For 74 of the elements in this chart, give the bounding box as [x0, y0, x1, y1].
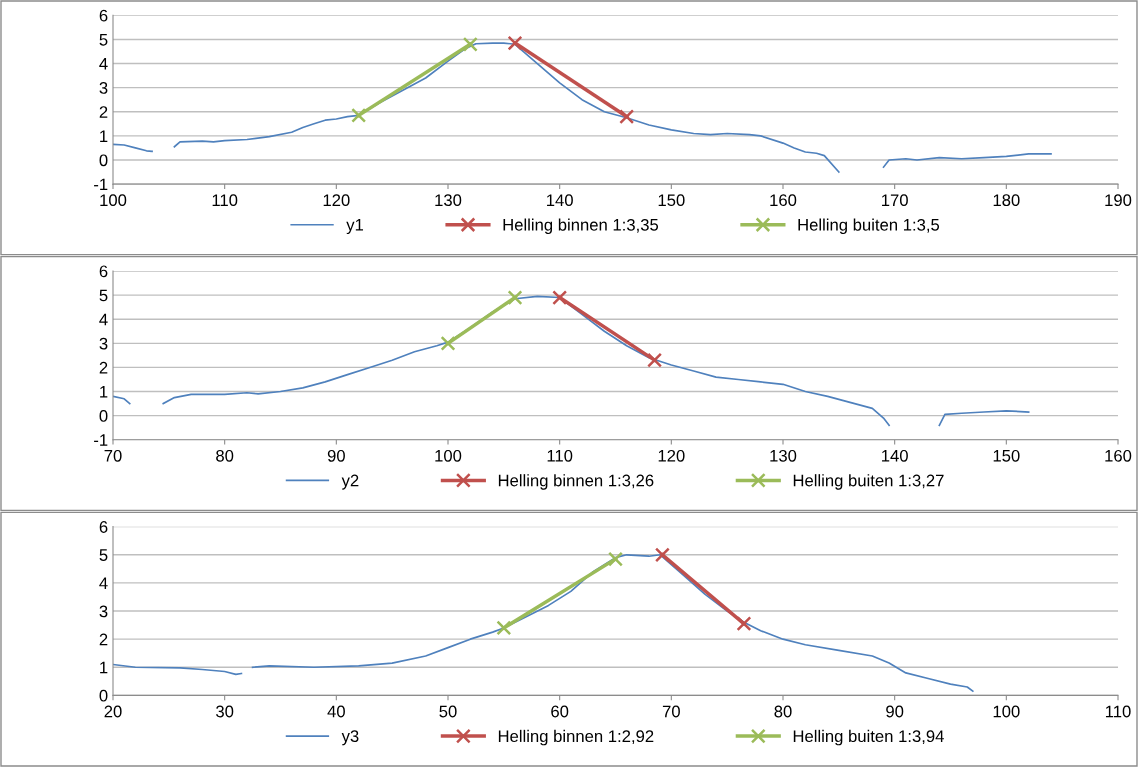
x-tick-label: 90 [886, 705, 904, 718]
x-tick-label: 40 [327, 705, 345, 718]
y-tick-label: 0 [99, 410, 108, 422]
x-tick-label: 130 [435, 194, 462, 207]
legend-label: Helling binnen 1:3,35 [503, 218, 659, 235]
y-tick-label: 2 [99, 633, 108, 646]
x-tick-label: 190 [1105, 194, 1132, 207]
x-tick-label: 80 [216, 449, 234, 462]
y-tick-label: 5 [99, 289, 108, 302]
x-tick-label: 150 [993, 449, 1020, 462]
legend-label: y1 [346, 219, 364, 235]
x-tick-label: 170 [882, 194, 908, 207]
y-tick-label: 4 [99, 313, 108, 326]
legend-label: y3 [341, 730, 359, 746]
x-tick-label: 80 [774, 705, 792, 718]
x-tick-label: 110 [1105, 705, 1131, 718]
x-tick-label: 130 [770, 449, 797, 462]
x-tick-label: 90 [327, 449, 345, 462]
y-tick-label: 0 [99, 154, 108, 167]
legend-label: y2 [341, 474, 359, 490]
point [736, 616, 752, 632]
point [462, 36, 478, 52]
y-tick-label: 2 [99, 361, 108, 374]
legend-label: Helling buiten 1:3,5 [798, 218, 940, 235]
y-tick-label: 4 [99, 577, 108, 589]
point [507, 290, 523, 306]
x-tick-label: 150 [658, 194, 685, 207]
legend-label: Helling buiten 1:3,94 [793, 729, 944, 746]
x-tick-label: 160 [1105, 449, 1132, 462]
x-tick-label: 140 [547, 194, 573, 207]
y-tick-label: 6 [99, 265, 108, 278]
y-tick-label: 3 [99, 82, 108, 94]
x-tick-label: 30 [216, 705, 234, 718]
x-tick-label: 180 [993, 194, 1020, 207]
y-tick-label: 3 [99, 605, 108, 618]
x-tick-label: 110 [212, 194, 238, 207]
y-tick-label: 1 [100, 386, 108, 398]
point [619, 109, 635, 125]
legend-label: Helling binnen 1:3,26 [498, 474, 654, 490]
y-tick-label: 1 [100, 661, 108, 674]
point [440, 335, 456, 351]
y-tick-label: 5 [99, 34, 108, 46]
y-tick-label: 2 [99, 106, 108, 118]
y-tick-label: 0 [99, 689, 108, 702]
x-tick-label: 140 [882, 449, 908, 462]
x-tick-label: 70 [104, 449, 122, 462]
x-tick-label: 20 [104, 705, 122, 718]
y-tick-label: 5 [99, 549, 108, 561]
y-tick-label: 6 [99, 521, 108, 533]
legend-label: Helling buiten 1:3,27 [793, 474, 944, 490]
y-tick-label: -1 [94, 178, 108, 191]
y-tick-label: 6 [99, 9, 108, 22]
legend-label: Helling binnen 1:2,92 [498, 729, 654, 746]
y-tick-label: -1 [94, 434, 108, 446]
x-tick-label: 50 [439, 705, 457, 718]
x-tick-label: 110 [547, 449, 573, 462]
y-tick-label: 4 [99, 58, 108, 70]
x-tick-label: 60 [551, 705, 569, 718]
x-tick-label: 100 [435, 449, 462, 462]
x-tick-label: 120 [658, 449, 685, 462]
point [552, 290, 568, 306]
point [608, 551, 623, 567]
x-tick-label: 120 [323, 194, 350, 207]
point [351, 107, 367, 123]
x-tick-label: 160 [770, 194, 797, 207]
point [496, 620, 512, 636]
y-tick-label: 1 [100, 130, 108, 142]
x-tick-label: 70 [662, 705, 680, 718]
x-tick-label: 100 [993, 705, 1020, 718]
y-tick-label: 3 [99, 337, 108, 350]
point [647, 352, 663, 368]
point [654, 547, 670, 563]
x-tick-label: 100 [100, 194, 127, 207]
point [507, 35, 523, 51]
